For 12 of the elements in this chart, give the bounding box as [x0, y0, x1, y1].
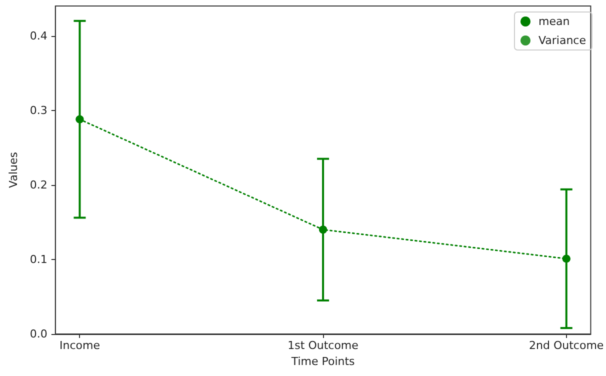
legend-label: Variance — [538, 34, 586, 47]
y-tick-label: 0.4 — [30, 29, 48, 42]
x-tick-label: 2nd Outcome — [529, 339, 604, 352]
x-tick-label: 1st Outcome — [288, 339, 359, 352]
x-tick-label: Income — [59, 339, 100, 352]
y-axis-title: Values — [7, 152, 20, 188]
y-tick-label: 0.1 — [30, 252, 48, 266]
y-tick-label: 0.0 — [30, 328, 48, 340]
legend-label: mean — [538, 15, 570, 28]
y-tick-label: 0.2 — [30, 178, 48, 192]
x-axis-title: Time Points — [290, 355, 356, 368]
y-tick-label: 0.3 — [30, 104, 48, 117]
